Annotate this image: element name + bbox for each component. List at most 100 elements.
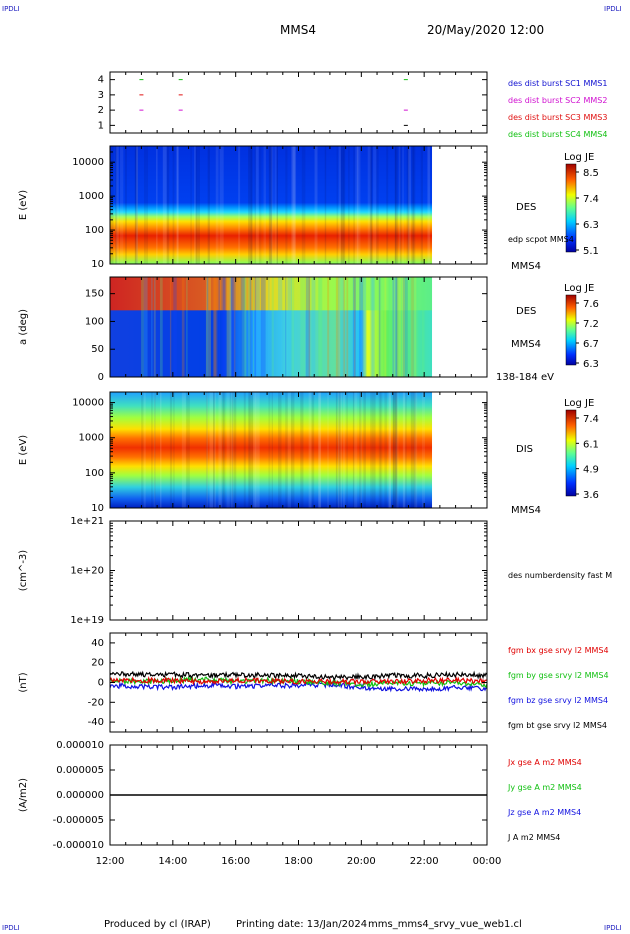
spectrogram-streak: [420, 146, 423, 264]
spectrogram-streak: [363, 392, 366, 508]
x-tick-label: 14:00: [158, 856, 187, 867]
y-tick-label-3: 50: [91, 344, 104, 355]
spectrogram-streak: [115, 146, 119, 264]
spectrogram-streak: [394, 392, 398, 508]
legend-burst: des dist burst SC2 MMS2: [508, 96, 607, 105]
spectrogram-streak: [159, 392, 162, 508]
y-tick-label-3: 100: [85, 316, 104, 327]
y-tick-label-2: 10000: [72, 157, 104, 168]
spectrogram-streak: [151, 392, 153, 508]
spectrogram-streak: [214, 277, 218, 377]
spectrogram-streak: [395, 277, 399, 377]
spectrogram-streak: [230, 392, 234, 508]
spectrogram-streak: [229, 277, 233, 377]
y-tick-label-6: -20: [88, 697, 104, 708]
spectrogram-streak: [248, 392, 251, 508]
y-tick-label-5: 1e+20: [70, 566, 104, 577]
spectrogram-streak: [110, 146, 114, 264]
x-tick-label: 20:00: [347, 856, 376, 867]
legend-magnetic-field: fgm bz gse srvy l2 MMS4: [508, 696, 608, 705]
panel-frame-1: [109, 71, 488, 134]
instrument-label: DIS: [516, 444, 533, 455]
spectrogram-streak: [255, 392, 260, 508]
spectrogram-streak: [255, 277, 260, 377]
spectrogram-streak: [248, 146, 252, 264]
spectrogram-streak: [141, 392, 144, 508]
spectrogram-streak: [300, 392, 304, 508]
spectrogram-streak: [371, 277, 374, 377]
spectrogram-streak: [136, 146, 138, 264]
spectrogram-streak: [233, 392, 237, 508]
spectrogram-streak: [205, 392, 208, 508]
spectrogram-streak: [393, 392, 398, 508]
spectrogram-streak: [370, 146, 373, 264]
spectrogram-streak: [338, 277, 341, 377]
legend-current-density: Jz gse A m2 MMS4: [507, 808, 581, 817]
spectrogram-streak: [311, 277, 316, 377]
spacecraft-label: MMS4: [511, 261, 541, 272]
spectrogram-streak: [274, 146, 277, 264]
spectrogram-streak: [173, 392, 175, 508]
spectrogram-streak: [342, 392, 346, 508]
y-tick-label-4: 100: [85, 468, 104, 479]
spectrogram-streak: [388, 392, 392, 508]
y-tick-label-1: 2: [98, 105, 104, 116]
colorbar-label-4: 6.1: [583, 439, 599, 450]
spectrogram-streak: [353, 146, 355, 264]
y-tick-label-2: 10: [91, 259, 104, 270]
spectrogram-streak: [378, 277, 381, 377]
panel-frame-5: [109, 520, 488, 621]
spectrogram-streak: [276, 146, 278, 264]
spectrogram-streak: [287, 392, 291, 508]
spectrogram-streak: [259, 146, 262, 264]
colorbar-label-2: 5.1: [583, 246, 599, 257]
spectrogram-streak: [318, 392, 322, 508]
spectrogram-streak: [186, 392, 190, 508]
spectrogram-streak: [141, 277, 144, 377]
spectrogram-streak: [291, 146, 296, 264]
spectrogram-streak: [311, 392, 315, 508]
spectrogram-streak: [221, 392, 226, 508]
spectrogram-streak: [254, 277, 257, 377]
spectrogram-streak: [195, 146, 197, 264]
y-tick-label-2: 1000: [79, 191, 104, 202]
spectrogram-streak: [125, 146, 127, 264]
instrument-label: DES: [516, 306, 536, 317]
spectrogram-streak: [214, 392, 216, 508]
y-axis-label-pitch-angle: a (deg): [18, 309, 29, 345]
y-tick-label-4: 1000: [79, 433, 104, 444]
spectrogram-streak: [250, 146, 254, 264]
spectrogram-streak: [410, 277, 413, 377]
spectrogram-streak: [143, 277, 148, 377]
spectrogram-streak: [218, 277, 220, 377]
spectrogram-streak: [243, 392, 246, 508]
spectrogram-streak: [218, 392, 222, 508]
spectrogram-streak: [278, 277, 283, 377]
spectrogram-streak: [230, 277, 233, 377]
footer-credit: Produced by cl (IRAP): [104, 919, 211, 930]
spectrogram-streak: [394, 277, 398, 377]
spectrogram-streak: [356, 146, 359, 264]
colorbar-label-3: 7.2: [583, 319, 599, 330]
spectrogram-streak: [308, 392, 312, 508]
spectrogram-streak: [209, 277, 211, 377]
spectrogram-streak: [338, 277, 341, 377]
legend-current-density: Jy gse A m2 MMS4: [507, 783, 582, 792]
spectrogram-streak: [413, 392, 417, 508]
spectrogram-streak: [154, 277, 156, 377]
spectrogram-streak: [153, 277, 156, 377]
spectrogram-streak: [301, 146, 306, 264]
spectrogram-streak: [338, 392, 341, 508]
spectrogram-streak: [249, 277, 252, 377]
spectrogram-streak: [341, 146, 343, 264]
spectrogram-streak: [355, 146, 357, 264]
colorbar-label-3: 6.7: [583, 339, 599, 350]
spectrogram-streak: [410, 392, 415, 508]
spectrogram-streak: [226, 277, 232, 377]
spectrogram-streak: [207, 146, 210, 264]
spectrogram-streak: [248, 277, 251, 377]
y-tick-label-4: 10: [91, 503, 104, 514]
spectrogram-streak: [375, 146, 379, 264]
spectrogram-streak: [388, 392, 391, 508]
spectrogram-streak: [169, 392, 173, 508]
